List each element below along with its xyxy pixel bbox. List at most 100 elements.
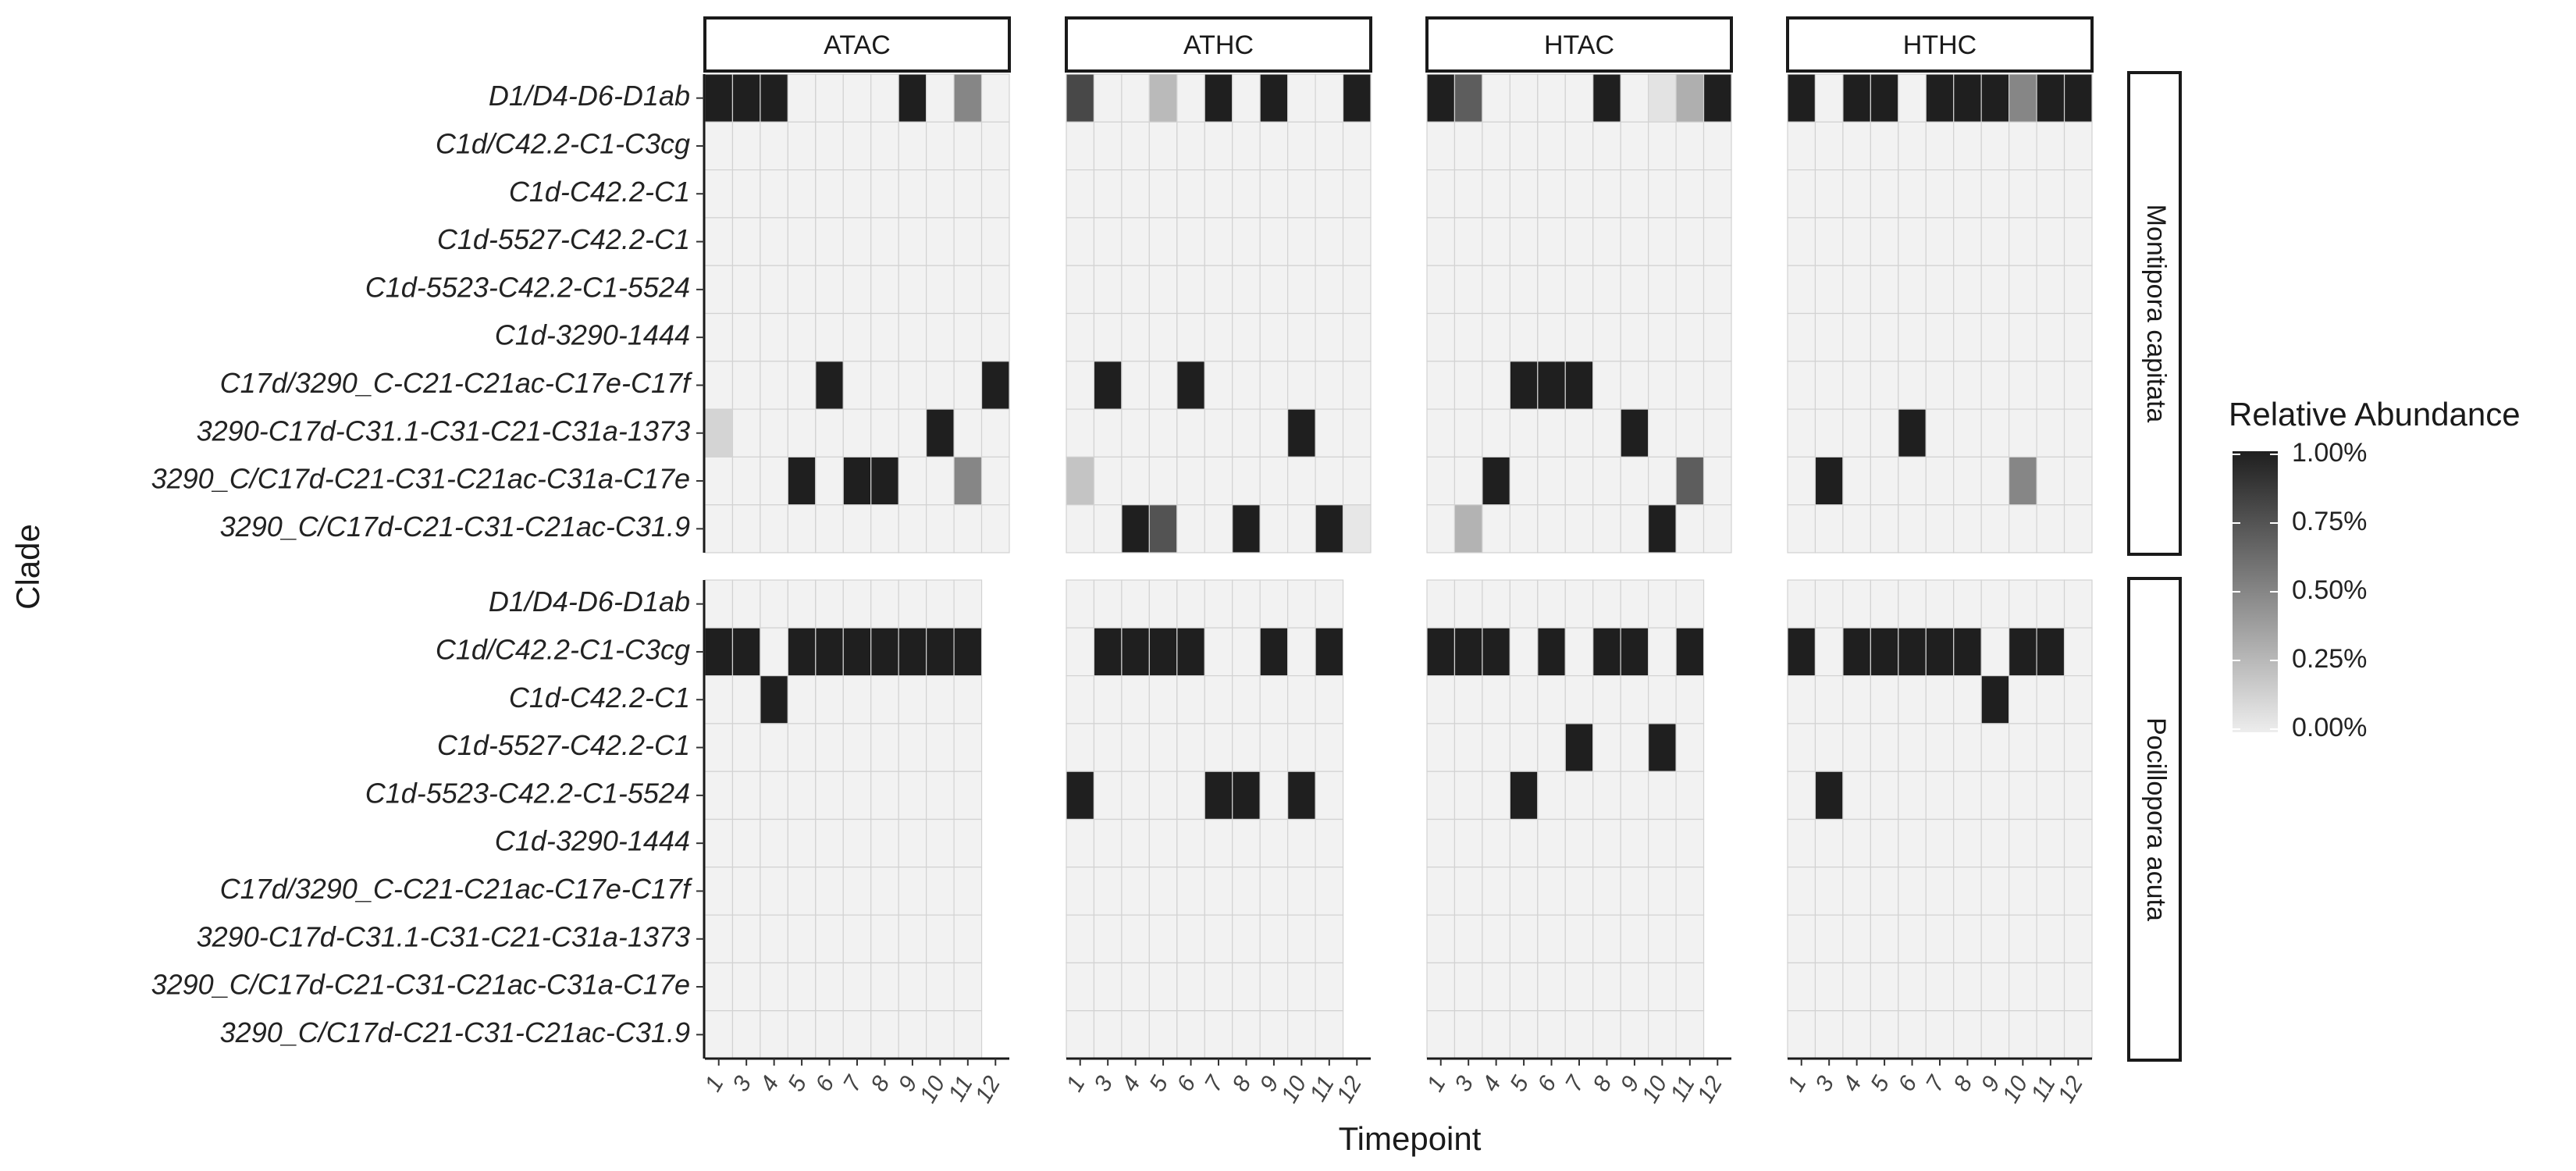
heatmap-cell xyxy=(1453,361,1483,410)
heatmap-cell xyxy=(953,504,983,553)
heatmap-cell xyxy=(2063,504,2093,553)
heatmap-cell xyxy=(1066,914,1095,963)
heatmap-cell xyxy=(1232,361,1261,410)
heatmap-cell xyxy=(815,674,844,724)
heatmap-cell xyxy=(1426,456,1456,506)
heatmap-cell xyxy=(1148,579,1178,628)
heatmap-cell xyxy=(1814,504,1844,553)
heatmap-cell xyxy=(1537,914,1566,963)
heatmap-cell xyxy=(1648,1010,1677,1059)
heatmap-cell xyxy=(1870,627,1899,677)
heatmap-cell xyxy=(1703,361,1732,410)
heatmap-cell xyxy=(1453,962,1483,1012)
heatmap-cell xyxy=(704,121,734,171)
heatmap-cell xyxy=(898,361,927,410)
heatmap-cell xyxy=(1564,818,1594,868)
heatmap-cell xyxy=(1259,867,1289,916)
heatmap-cell xyxy=(870,627,899,677)
heatmap-cell xyxy=(2063,579,2093,628)
heatmap-cell xyxy=(1675,627,1705,677)
heatmap-panel xyxy=(1426,73,1732,553)
heatmap-cell xyxy=(898,579,927,628)
heatmap-cell xyxy=(1232,121,1261,171)
heatmap-cell xyxy=(1315,408,1344,457)
heatmap-cell xyxy=(1787,627,1816,677)
heatmap-cell xyxy=(1426,361,1456,410)
heatmap-cell xyxy=(1564,217,1594,266)
heatmap-cell xyxy=(1148,1010,1178,1059)
heatmap-cell xyxy=(1204,674,1233,724)
heatmap-cell xyxy=(1453,914,1483,963)
x-tick-label: 12 xyxy=(1692,1072,1727,1108)
heatmap-cell xyxy=(1648,627,1677,677)
heatmap-cell xyxy=(815,265,844,315)
heatmap-cell xyxy=(926,504,955,553)
heatmap-cell xyxy=(1980,312,2010,362)
heatmap-cell xyxy=(1564,962,1594,1012)
heatmap-cell xyxy=(1204,408,1233,457)
heatmap-cell xyxy=(898,818,927,868)
heatmap-cell xyxy=(1898,1010,1927,1059)
heatmap-cell xyxy=(1482,504,1510,553)
heatmap-cell xyxy=(1232,504,1261,553)
heatmap-cell xyxy=(1148,265,1178,315)
heatmap-cell xyxy=(870,73,899,123)
heatmap-cell xyxy=(1925,169,1955,219)
heatmap-cell xyxy=(1787,723,1816,772)
heatmap-cell xyxy=(1426,265,1456,315)
heatmap-cell xyxy=(1232,265,1261,315)
y-tick-label: 3290-C17d-C31.1-C31-C21-C31a-1373 xyxy=(197,415,690,447)
heatmap-cell xyxy=(1592,169,1621,219)
heatmap-cell xyxy=(1980,914,2010,963)
heatmap-cell xyxy=(1898,504,1927,553)
heatmap-cell xyxy=(1148,456,1178,506)
heatmap-cell xyxy=(704,312,734,362)
heatmap-cell xyxy=(1066,674,1095,724)
heatmap-cell xyxy=(2063,771,2093,820)
heatmap-cell xyxy=(1592,771,1621,820)
heatmap-cell xyxy=(1980,73,2010,123)
heatmap-panel xyxy=(1426,579,1705,1059)
heatmap-cell xyxy=(1287,771,1316,820)
heatmap-cell xyxy=(1980,818,2010,868)
heatmap-cell xyxy=(870,818,899,868)
heatmap-cell xyxy=(1980,265,2010,315)
heatmap-cell xyxy=(898,771,927,820)
heatmap-cell xyxy=(1787,169,1816,219)
heatmap-cell xyxy=(1980,121,2010,171)
heatmap-cell xyxy=(1870,579,1899,628)
y-tick-label: 3290_C/C17d-C21-C31-C21ac-C31.9 xyxy=(220,511,690,543)
heatmap-cell xyxy=(1121,312,1150,362)
heatmap-cell xyxy=(1342,504,1372,553)
heatmap-cell xyxy=(2036,408,2065,457)
heatmap-cell xyxy=(704,818,734,868)
heatmap-cell xyxy=(760,408,788,457)
heatmap-cell xyxy=(1842,962,1871,1012)
heatmap-cell xyxy=(1870,723,1899,772)
heatmap-cell xyxy=(980,456,1010,506)
heatmap-cell xyxy=(704,627,734,677)
heatmap-cell xyxy=(815,723,844,772)
heatmap-cell xyxy=(1287,962,1316,1012)
heatmap-cell xyxy=(1066,73,1095,123)
heatmap-cell xyxy=(704,579,734,628)
heatmap-cell xyxy=(1482,408,1510,457)
heatmap-cell xyxy=(1315,771,1344,820)
heatmap-cell xyxy=(1453,408,1483,457)
heatmap-cell xyxy=(2063,408,2093,457)
heatmap-cell xyxy=(1537,504,1566,553)
heatmap-cell xyxy=(1315,1010,1344,1059)
heatmap-cell xyxy=(704,674,734,724)
heatmap-cell xyxy=(1066,361,1095,410)
heatmap-cell xyxy=(1814,771,1844,820)
heatmap-cell xyxy=(1287,121,1316,171)
heatmap-cell xyxy=(2063,265,2093,315)
heatmap-cell xyxy=(731,361,761,410)
heatmap-cell xyxy=(2063,121,2093,171)
heatmap-cell xyxy=(1925,456,1955,506)
heatmap-cell xyxy=(787,962,817,1012)
heatmap-cell xyxy=(1842,312,1871,362)
heatmap-cell xyxy=(1870,121,1899,171)
heatmap-cell xyxy=(1259,818,1289,868)
heatmap-cell xyxy=(1093,504,1123,553)
